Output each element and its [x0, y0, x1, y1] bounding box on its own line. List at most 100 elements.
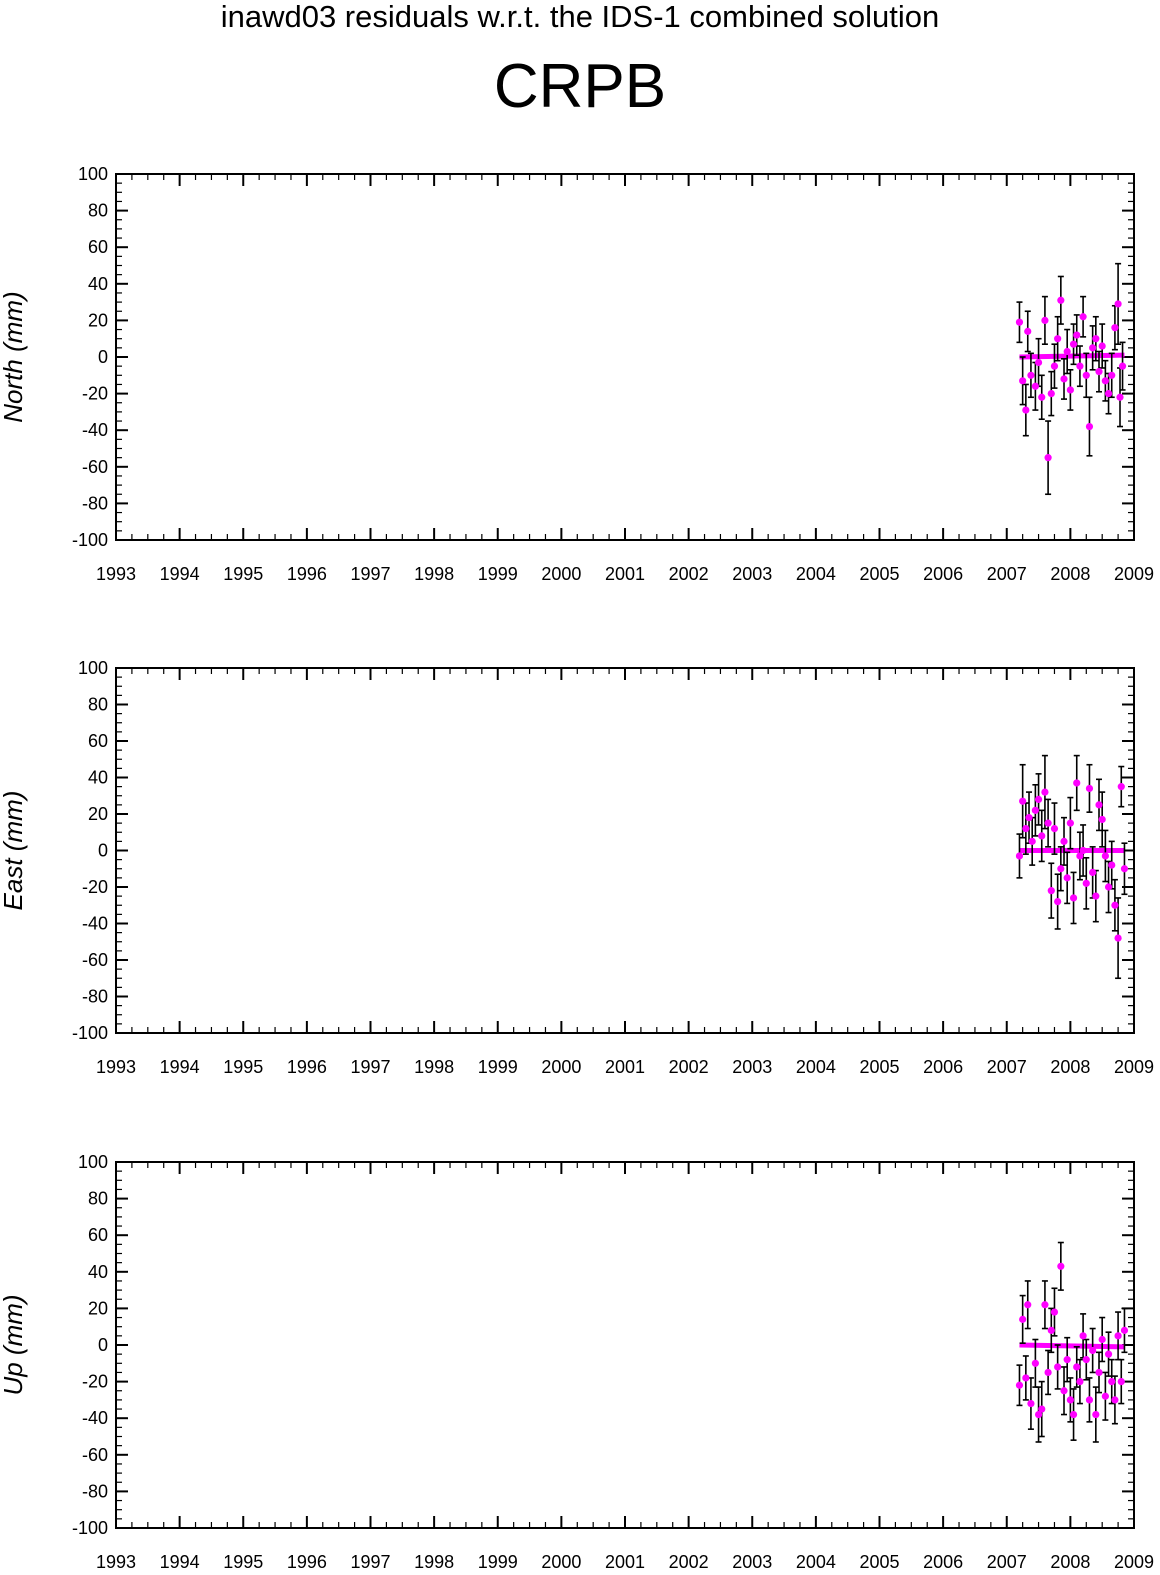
east-x-tick-label: 2009 — [1114, 1057, 1154, 1077]
north-x-tick-label: 2007 — [987, 564, 1027, 584]
east-x-tick-label: 1997 — [350, 1057, 390, 1077]
north-x-tick-label: 1997 — [350, 564, 390, 584]
up-x-tick-label: 2005 — [859, 1552, 899, 1572]
up-x-tick-label: 2007 — [987, 1552, 1027, 1572]
east-data-point — [1073, 779, 1081, 787]
up-data-point — [1038, 1405, 1046, 1413]
up-x-tick-label: 1997 — [350, 1552, 390, 1572]
east-x-tick-label: 2006 — [923, 1057, 963, 1077]
up-y-tick-label: 100 — [78, 1152, 108, 1172]
up-data-point — [1085, 1396, 1094, 1404]
north-data-point — [1057, 296, 1065, 304]
north-data-point — [1066, 386, 1074, 394]
up-data-point — [1060, 1387, 1068, 1395]
up-data-point — [1027, 1399, 1035, 1408]
east-y-tick-label: 0 — [98, 841, 108, 861]
up-data-point — [1063, 1356, 1071, 1364]
north-fit-line — [1019, 352, 1125, 360]
up-x-tick-label: 1999 — [478, 1552, 518, 1572]
north-y-tick-label: 20 — [88, 310, 108, 330]
east-data-point — [1101, 852, 1109, 860]
north-data-point — [1044, 454, 1052, 462]
east-y-tick-label: -60 — [82, 950, 108, 970]
up-data-point — [1089, 1346, 1097, 1355]
east-data-point — [1028, 837, 1036, 845]
up-data-point — [1057, 1262, 1065, 1270]
north-x-tick-label: 2006 — [923, 564, 963, 584]
east-x-tick-label: 2007 — [987, 1057, 1027, 1077]
up-data-point — [1031, 1359, 1039, 1367]
east-x-tick-label: 2001 — [605, 1057, 645, 1077]
north-data-point — [1024, 327, 1032, 335]
up-plot-frame — [115, 1161, 1135, 1529]
station-title: CRPB — [493, 52, 667, 121]
east-data-point — [1019, 797, 1027, 805]
east-data-point — [1104, 883, 1113, 891]
east-data-point — [1117, 783, 1125, 791]
up-x-tick-label: 1998 — [414, 1552, 454, 1572]
east-x-tick-label: 1995 — [223, 1057, 263, 1077]
up-data-point — [1044, 1368, 1052, 1377]
up-x-tick-label: 2001 — [605, 1552, 645, 1572]
up-data-point — [1047, 1326, 1055, 1334]
east-data-point — [1079, 846, 1087, 855]
north-data-point — [1019, 377, 1027, 385]
north-x-tick-label: 1996 — [287, 564, 327, 584]
north-data-point — [1111, 324, 1119, 332]
up-y-tick-label: -60 — [82, 1445, 108, 1465]
east-y-tick-label: 20 — [88, 804, 108, 824]
east-data-point — [1034, 795, 1043, 804]
east-data-point — [1063, 874, 1071, 882]
up-y-tick-label: 20 — [88, 1298, 108, 1318]
north-x-tick-label: 1995 — [223, 564, 263, 584]
north-data-point — [1104, 390, 1113, 398]
east-data-point — [1095, 801, 1103, 809]
north-data-point — [1085, 422, 1094, 431]
east-data-point — [1025, 814, 1033, 822]
north-y-tick-label: 100 — [78, 164, 108, 184]
up-x-tick-label: 1994 — [160, 1552, 200, 1572]
up-series — [1015, 1241, 1129, 1443]
east-y-tick-label: 80 — [88, 695, 108, 715]
north-y-tick-label: 80 — [88, 201, 108, 221]
up-x-tick-label: 2006 — [923, 1552, 963, 1572]
east-y-tick-label: -40 — [82, 914, 108, 934]
east-x-tick-label: 1999 — [478, 1057, 518, 1077]
up-data-point — [1111, 1396, 1119, 1404]
east-data-point — [1108, 861, 1116, 869]
north-x-tick-label: 1993 — [96, 564, 136, 584]
east-data-point — [1044, 819, 1052, 827]
up-fit-line — [1019, 1342, 1125, 1350]
north-x-tick-label: 2009 — [1114, 564, 1154, 584]
east-data-point — [1069, 894, 1078, 902]
north-data-point — [1095, 368, 1103, 376]
up-x-tick-label: 1995 — [223, 1552, 263, 1572]
east-data-point — [1092, 892, 1100, 900]
up-x-tick-label: 2003 — [732, 1552, 772, 1572]
north-data-point — [1076, 362, 1084, 370]
up-data-point — [1066, 1396, 1074, 1404]
up-data-point — [1069, 1410, 1078, 1419]
north-x-tick-label: 2004 — [796, 564, 836, 584]
north-data-point — [1031, 382, 1039, 390]
east-x-tick-label: 2005 — [859, 1057, 899, 1077]
up-data-point — [1079, 1332, 1087, 1340]
east-data-point — [1111, 901, 1119, 909]
north-data-point — [1098, 342, 1106, 350]
north-y-tick-label: 60 — [88, 237, 108, 257]
east-data-point — [1076, 852, 1084, 860]
north-data-point — [1015, 318, 1024, 326]
up-y-tick-label: -40 — [82, 1408, 108, 1428]
up-data-point — [1117, 1378, 1125, 1386]
north-data-point — [1073, 331, 1081, 339]
up-data-point — [1095, 1368, 1103, 1377]
north-y-tick-label: -60 — [82, 457, 108, 477]
east-y-tick-label: 100 — [78, 658, 108, 678]
east-data-point — [1085, 784, 1094, 793]
east-x-tick-label: 1993 — [96, 1057, 136, 1077]
east-x-tick-label: 2008 — [1050, 1057, 1090, 1077]
north-data-point — [1027, 371, 1035, 379]
figure-suptitle: inawd03 residuals w.r.t. the IDS-1 combi… — [220, 0, 940, 34]
north-x-tick-label: 1998 — [414, 564, 454, 584]
north-data-point — [1101, 377, 1109, 385]
